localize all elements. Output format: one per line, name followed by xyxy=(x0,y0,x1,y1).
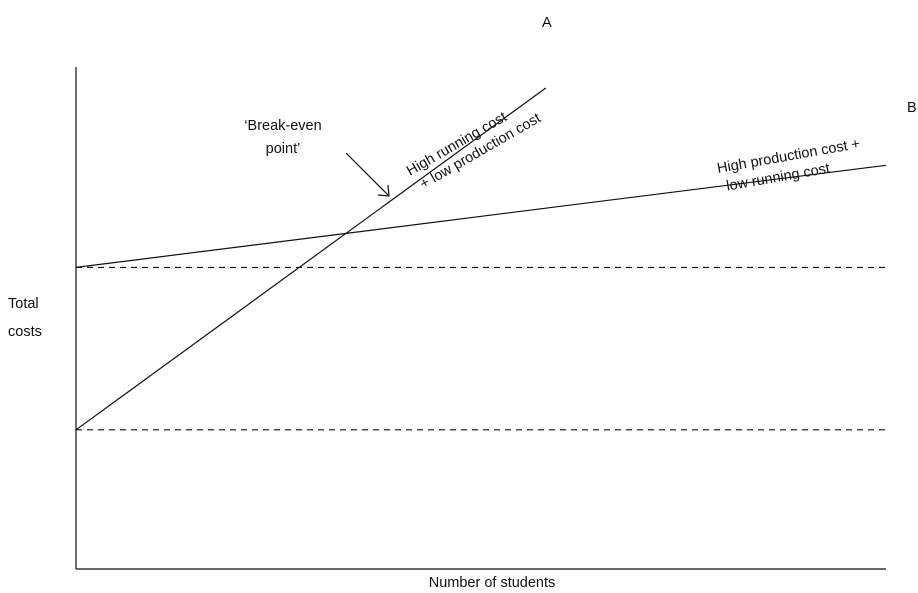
axes xyxy=(75,67,886,570)
reference-lines xyxy=(76,266,886,431)
series-line-a xyxy=(75,87,547,431)
y-axis-label-line2: costs xyxy=(8,324,42,340)
series-lines xyxy=(75,87,887,431)
series-a-end-label: A xyxy=(542,15,552,31)
series-b-end-label: B xyxy=(907,100,917,116)
break-even-arrow xyxy=(345,152,390,197)
break-even-arrow-shaft xyxy=(345,152,390,197)
series-line-b xyxy=(75,164,887,268)
series-b-annotation: High production cost + low running cost xyxy=(716,136,861,195)
break-even-label-line2: point’ xyxy=(266,141,301,157)
x-axis-label: Number of students xyxy=(429,575,556,591)
series-a-annotation: High running cost + low production cost xyxy=(404,109,544,192)
y-axis-label-line1: Total xyxy=(8,296,39,312)
break-even-arrow-head xyxy=(377,184,390,197)
break-even-label-line1: ‘Break-even xyxy=(244,118,321,134)
